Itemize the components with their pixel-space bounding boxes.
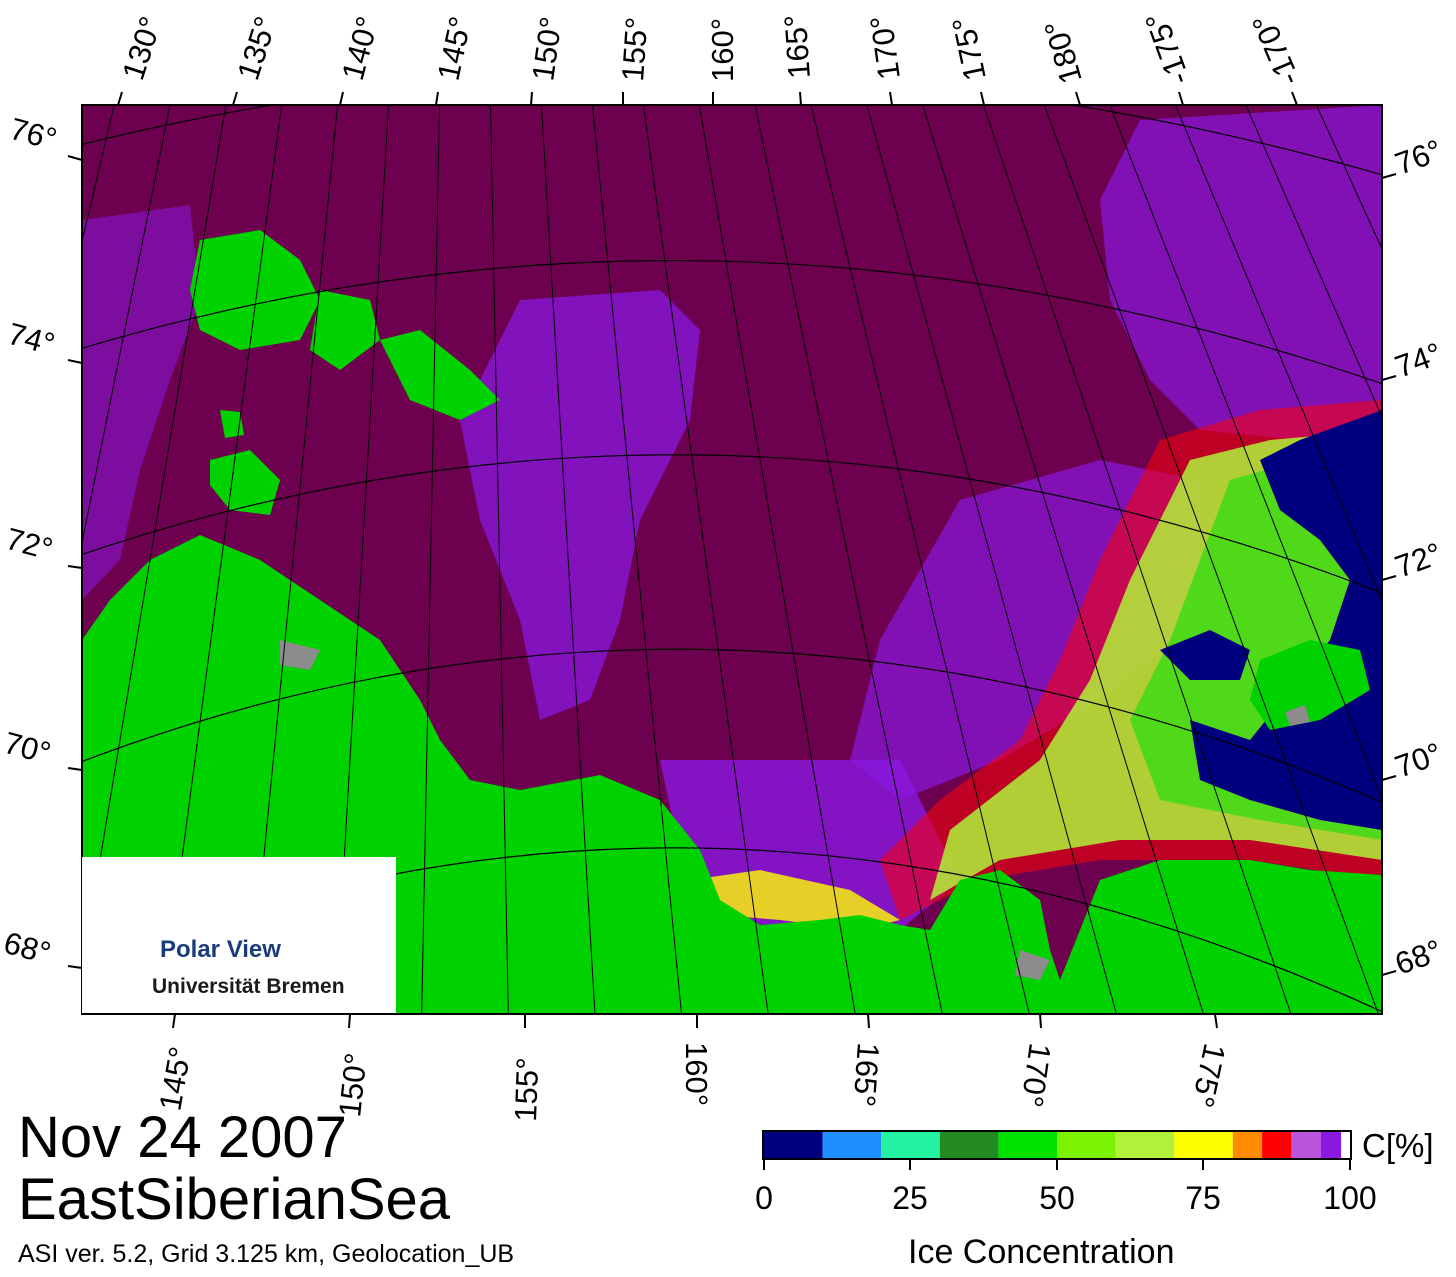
bottom-lon-label: 155° [508, 1057, 545, 1122]
logo-panel [82, 857, 396, 1013]
bottom-lon-label: 145° [152, 1044, 198, 1113]
right-lat-label: 68° [1390, 933, 1446, 982]
ice-patch [460, 290, 700, 720]
top-lon-label: -170° [1245, 9, 1306, 91]
island [220, 410, 244, 438]
colorbar-segment [1320, 1132, 1342, 1158]
colorbar-ticks [763, 1159, 1351, 1170]
open-water [1190, 410, 1382, 830]
right-lat-label: 76° [1390, 133, 1446, 182]
island [960, 875, 1020, 920]
top-lon-label: 165° [778, 14, 817, 80]
colorbar [764, 1132, 1350, 1158]
colorbar-segment [764, 1132, 823, 1158]
top-lon-label: 175° [945, 14, 993, 84]
right-lat-label: 74° [1390, 336, 1446, 385]
map-date: Nov 24 2007 [18, 1105, 347, 1170]
top-longitude-labels: 130° 135° 140° 145° 150° 155° 160° 165° … [115, 8, 1306, 91]
colorbar-segment [1341, 1132, 1350, 1158]
colorbar-title: Ice Concentration [908, 1233, 1175, 1271]
logo-university: Universität Bremen [152, 975, 345, 998]
top-lon-label: 155° [615, 16, 654, 82]
top-lon-label: 160° [705, 18, 740, 82]
map-region: EastSiberianSea [18, 1167, 451, 1232]
colorbar-segment [1174, 1132, 1233, 1158]
land-gray [1285, 705, 1310, 726]
top-lon-label: 145° [431, 13, 479, 83]
colorbar-tick-label: 25 [892, 1180, 928, 1216]
top-lon-label: -175° [1138, 8, 1196, 90]
bottom-lon-label: 160° [679, 1042, 714, 1106]
island [190, 230, 320, 350]
land-gray [1015, 950, 1050, 980]
top-lon-label: 150° [525, 15, 569, 83]
top-lon-label: 180° [1037, 16, 1088, 87]
left-lat-label: 72° [2, 521, 56, 567]
left-lat-label: 76° [6, 111, 60, 157]
island [380, 330, 500, 420]
colorbar-tick-label: 50 [1039, 1180, 1075, 1216]
top-lon-label: 135° [230, 12, 283, 84]
colorbar-segment [822, 1132, 882, 1158]
right-lat-label: 70° [1390, 736, 1446, 785]
left-latitude-labels: 76° 74° 72° 70° 68° [0, 111, 60, 971]
right-latitude-labels: 76° 74° 72° 70° 68° [1390, 133, 1446, 982]
colorbar-segment [1262, 1132, 1292, 1158]
right-lat-label: 72° [1390, 536, 1446, 585]
bottom-lon-label: 175° [1185, 1041, 1233, 1111]
island [1250, 640, 1370, 730]
colorbar-segment [998, 1132, 1057, 1158]
top-lon-label: 170° [863, 14, 907, 82]
latitude-lines [82, 105, 1382, 1013]
ice-patch [82, 205, 200, 600]
colorbar-segment [1232, 1132, 1263, 1158]
colorbar-tick-label: 100 [1323, 1180, 1377, 1216]
mainland [82, 535, 1382, 1014]
left-lat-label: 70° [0, 725, 54, 771]
top-lon-label: 130° [115, 12, 168, 84]
colorbar-unit: C[%] [1362, 1127, 1434, 1164]
map-frame [81, 104, 1383, 1015]
colorbar-tick-label: 0 [755, 1180, 773, 1216]
frame-ticks [67, 91, 1397, 1029]
land-gray [280, 640, 320, 670]
colorbar-segment [939, 1132, 999, 1158]
left-lat-label: 74° [4, 316, 58, 362]
bottom-lon-label: 165° [847, 1042, 886, 1108]
island [210, 450, 280, 515]
colorbar-segment [1057, 1132, 1116, 1158]
open-water [1160, 630, 1250, 680]
top-lon-label: 140° [335, 13, 385, 84]
colorbar-segment [1291, 1132, 1321, 1158]
ice-patch [1100, 105, 1382, 440]
colorbar-segment [1115, 1132, 1175, 1158]
colorbar-segment [881, 1132, 940, 1158]
bottom-lon-label: 150° [332, 1051, 374, 1118]
bottom-lon-label: 170° [1014, 1041, 1058, 1109]
logo-polar-view: Polar View [160, 936, 281, 963]
island [310, 290, 380, 370]
left-lat-label: 68° [0, 925, 54, 971]
colorbar-tick-label: 75 [1185, 1180, 1221, 1216]
map-info: ASI ver. 5.2, Grid 3.125 km, Geolocation… [18, 1240, 515, 1268]
